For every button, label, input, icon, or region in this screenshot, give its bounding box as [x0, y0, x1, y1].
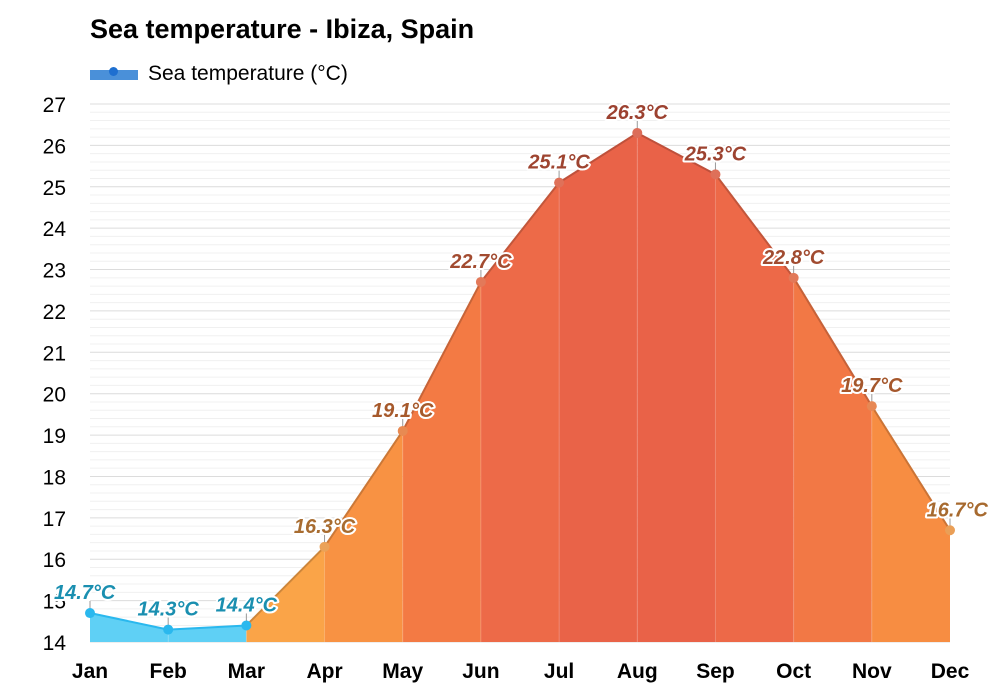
data-label: 14.3°C	[137, 599, 199, 621]
legend-swatch	[90, 66, 138, 82]
y-tick-label: 26	[43, 135, 66, 158]
area-segment	[559, 132, 638, 642]
data-point	[85, 608, 95, 619]
area-segment	[246, 546, 325, 642]
area-segment	[480, 182, 560, 642]
x-tick-label: May	[382, 660, 423, 683]
chart-title: Sea temperature - Ibiza, Spain	[90, 14, 475, 44]
series-line-segment	[168, 624, 247, 631]
area-segment	[324, 430, 403, 642]
x-axis: Jan Feb Mar Apr May Jun Jul Aug Sep Oct Nov Dec	[72, 660, 970, 683]
y-tick-label: 16	[43, 549, 66, 572]
x-tick-label: Aug	[617, 660, 658, 683]
x-tick-label: Feb	[150, 660, 187, 683]
area-segment	[402, 281, 481, 642]
data-point	[788, 272, 799, 283]
data-point	[319, 541, 330, 552]
y-axis: 14 15 16 17 18 19 20 21 22 23 24 25 26 27	[43, 94, 67, 655]
chart-legend[interactable]: Sea temperature (°C)	[90, 60, 348, 88]
data-point	[397, 425, 408, 436]
y-tick-label: 17	[43, 508, 66, 531]
y-tick-label: 20	[43, 384, 66, 407]
y-tick-label: 15	[43, 591, 66, 614]
data-label: 22.8°C	[762, 247, 825, 269]
data-label: 25.3°C	[684, 143, 747, 165]
data-label: 14.4°C	[216, 594, 278, 616]
data-point	[945, 525, 955, 536]
y-tick-label: 14	[43, 632, 67, 655]
area-segment	[793, 277, 872, 642]
series-line-segment	[714, 173, 795, 279]
area-segment	[871, 406, 950, 642]
x-tick-label: Jul	[544, 660, 574, 683]
data-point	[554, 177, 565, 188]
data-point	[710, 169, 721, 180]
data-point	[632, 127, 643, 138]
x-tick-label: Dec	[931, 660, 970, 683]
x-tick-label: Apr	[306, 660, 342, 683]
series-line-segment	[89, 612, 169, 631]
y-tick-label: 24	[43, 218, 67, 241]
y-tick-label: 23	[43, 260, 66, 283]
series-line-segment	[480, 182, 560, 283]
series-line-segment	[636, 132, 716, 176]
y-tick-label: 25	[43, 177, 66, 200]
x-tick-label: Jun	[462, 660, 499, 683]
x-tick-label: Sep	[696, 660, 735, 683]
y-tick-label: 18	[43, 466, 66, 489]
series-line-segment	[401, 281, 482, 432]
area-segment	[637, 132, 716, 642]
series-line-segment	[245, 546, 326, 627]
y-tick-label: 22	[43, 301, 66, 324]
y-tick-label: 21	[43, 342, 66, 365]
area-segment	[90, 613, 169, 642]
data-labels: 14.7°C 14.3°C 14.4°C 16.3°C 19.1°C 22.7°C 25.1…	[52, 100, 991, 623]
data-label: 26.3°C	[606, 102, 669, 124]
y-tick-label: 19	[43, 425, 66, 448]
data-label: 22.7°C	[449, 251, 512, 273]
data-label: 16.7°C	[927, 499, 989, 521]
series-line-segment	[792, 277, 873, 407]
data-point	[475, 276, 486, 287]
chart-lines	[89, 132, 951, 631]
legend-label: Sea temperature (°C)	[148, 62, 348, 85]
x-tick-label: Nov	[852, 660, 892, 683]
x-tick-label: Jan	[72, 660, 108, 683]
area-segment	[715, 174, 794, 642]
data-label: 16.3°C	[294, 516, 356, 538]
data-point	[163, 624, 174, 635]
y-tick-label: 27	[43, 94, 66, 117]
data-point	[241, 620, 252, 631]
x-tick-label: Mar	[228, 660, 265, 683]
series-line-segment	[558, 132, 638, 184]
data-label: 25.1°C	[527, 152, 590, 174]
chart-points	[85, 120, 955, 635]
series-line-segment	[870, 405, 951, 531]
area-segment	[168, 625, 247, 642]
chart-areas	[90, 132, 950, 642]
series-line-segment	[323, 430, 404, 548]
x-tick-label: Oct	[776, 660, 811, 683]
data-label: 14.7°C	[54, 582, 116, 604]
data-point	[866, 401, 877, 412]
data-label: 19.1°C	[372, 400, 434, 422]
data-label: 19.7°C	[841, 375, 903, 397]
